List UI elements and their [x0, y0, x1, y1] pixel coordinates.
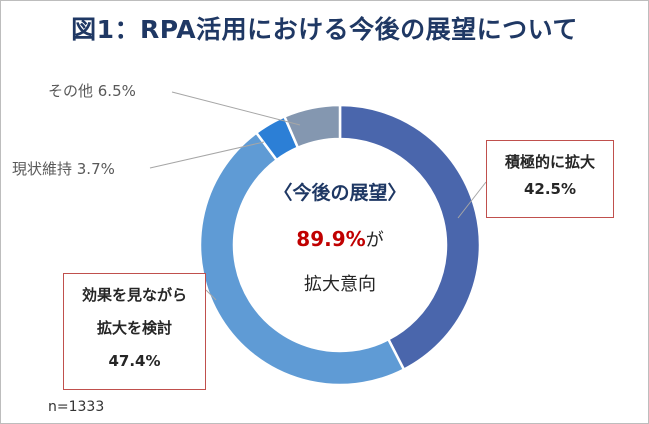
leader-line-maintain	[149, 141, 265, 169]
sample-size-note: n=1333	[48, 399, 105, 415]
center-value-suffix: が	[365, 230, 384, 251]
center-value: 89.9%が	[240, 226, 440, 252]
center-percentage: 89.9%	[296, 227, 366, 251]
label-active-value: 42.5%	[523, 180, 577, 198]
label-maintain: 現状維持 3.7%	[12, 160, 115, 178]
leader-line-consider	[205, 289, 217, 301]
label-consider-name-2: 拡大を検討	[96, 319, 172, 337]
slice-consider	[198, 130, 406, 387]
label-consider-box: 効果を見ながら 拡大を検討 47.4%	[63, 273, 206, 390]
label-consider-name-1: 効果を見ながら	[81, 286, 187, 304]
center-heading: 〈今後の展望〉	[273, 182, 407, 204]
leader-line-active	[457, 181, 487, 219]
chart-title: 図1：RPA活用における今後の展望について	[71, 15, 578, 44]
label-consider-value: 47.4%	[108, 352, 161, 370]
slice-active	[338, 103, 482, 372]
slice-other	[282, 103, 342, 150]
leader-line-other	[171, 91, 301, 126]
center-subtext: 拡大意向	[304, 274, 376, 295]
label-other: その他 6.5%	[48, 82, 136, 100]
label-active-box: 積極的に拡大 42.5%	[486, 140, 614, 218]
label-active-name: 積極的に拡大	[504, 153, 595, 171]
